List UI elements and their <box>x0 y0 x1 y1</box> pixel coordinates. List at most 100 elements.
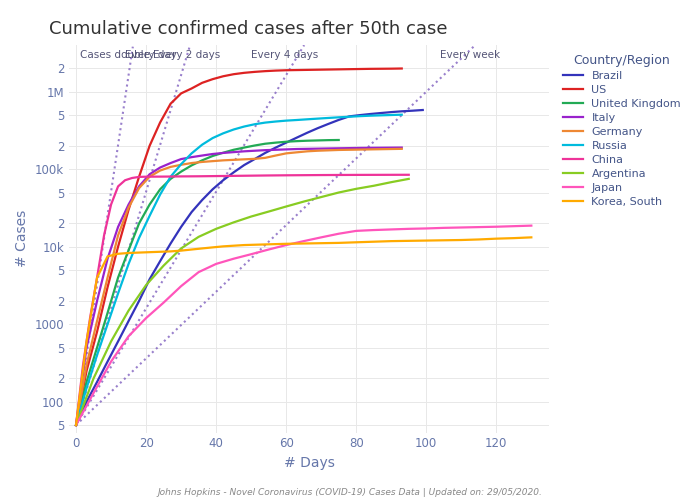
United Kingdom <box>293 138 301 144</box>
Text: Cases double:: Cases double: <box>80 50 153 59</box>
US <box>156 120 164 126</box>
Japan <box>142 315 150 321</box>
Italy <box>209 151 217 157</box>
US <box>125 206 133 212</box>
Japan <box>440 225 448 231</box>
Germany <box>104 274 112 280</box>
China <box>247 172 256 178</box>
Germany <box>156 168 164 173</box>
China <box>195 174 203 180</box>
Argentina <box>317 194 326 200</box>
Text: Every day: Every day <box>125 50 177 59</box>
United Kingdom <box>72 422 80 428</box>
Germany <box>72 422 80 428</box>
Korea, South <box>135 250 143 256</box>
China <box>163 174 172 180</box>
Russia <box>240 124 248 130</box>
Text: Every 4 days: Every 4 days <box>251 50 318 59</box>
Argentina <box>142 282 150 288</box>
Japan <box>422 226 430 232</box>
Brazil <box>345 114 354 119</box>
Line: Italy: Italy <box>76 148 402 425</box>
Korea, South <box>510 235 518 241</box>
Brazil <box>366 111 375 117</box>
US <box>114 244 122 250</box>
Russia <box>219 130 228 136</box>
Brazil <box>219 177 228 183</box>
Brazil <box>125 318 133 324</box>
Russia <box>135 235 143 241</box>
Legend: Brazil, US, United Kingdom, Italy, Germany, Russia, China, Argentina, Japan, Kor: Brazil, US, United Kingdom, Italy, Germa… <box>559 50 685 210</box>
Korea, South <box>251 242 259 248</box>
Italy <box>366 145 375 151</box>
China <box>352 172 361 178</box>
Japan <box>475 224 483 230</box>
US <box>314 66 322 72</box>
US <box>398 66 406 71</box>
China <box>142 174 150 180</box>
Russia <box>93 352 102 358</box>
Japan <box>90 390 98 396</box>
US <box>146 143 154 149</box>
Italy <box>240 148 248 154</box>
Germany <box>167 164 175 170</box>
United Kingdom <box>272 140 280 145</box>
United Kingdom <box>324 137 332 143</box>
China <box>265 172 273 178</box>
Korea, South <box>188 246 196 252</box>
Argentina <box>107 338 116 344</box>
Germany <box>93 318 102 324</box>
United Kingdom <box>188 162 196 168</box>
Brazil <box>419 107 427 113</box>
Russia <box>188 150 196 156</box>
Germany <box>345 147 354 153</box>
China <box>170 174 178 180</box>
Brazil <box>93 379 102 385</box>
United Kingdom <box>303 138 312 143</box>
Germany <box>177 162 186 168</box>
Brazil <box>324 121 332 127</box>
United Kingdom <box>156 186 164 192</box>
Korea, South <box>261 242 270 248</box>
Brazil <box>230 170 238 175</box>
Line: US: US <box>76 68 402 425</box>
China <box>149 174 158 180</box>
Russia <box>387 112 395 118</box>
Text: Johns Hopkins - Novel Coronavirus (COVID-19) Cases Data | Updated on: 29/05/2020: Johns Hopkins - Novel Coronavirus (COVID… <box>158 488 542 497</box>
Germany <box>282 150 290 156</box>
Italy <box>72 422 80 428</box>
Argentina <box>265 208 273 214</box>
Korea, South <box>156 249 164 255</box>
Line: United Kingdom: United Kingdom <box>76 140 339 425</box>
Russia <box>366 112 375 118</box>
United Kingdom <box>83 379 91 385</box>
Japan <box>195 269 203 275</box>
United Kingdom <box>104 310 112 316</box>
US <box>93 328 102 334</box>
Germany <box>230 157 238 163</box>
China <box>300 172 308 178</box>
Brazil <box>398 108 406 114</box>
Germany <box>377 146 385 152</box>
Argentina <box>247 214 256 220</box>
Text: Cumulative confirmed cases after 50th case: Cumulative confirmed cases after 50th ca… <box>49 20 447 38</box>
Korea, South <box>83 338 91 344</box>
Japan <box>492 224 500 230</box>
Line: Argentina: Argentina <box>76 179 409 425</box>
Italy <box>282 146 290 152</box>
China <box>335 172 343 178</box>
US <box>219 74 228 80</box>
Japan <box>265 246 273 252</box>
Korea, South <box>475 236 483 242</box>
Korea, South <box>230 242 238 248</box>
Text: Every 2 days: Every 2 days <box>153 50 220 59</box>
US <box>177 90 186 96</box>
Japan <box>527 222 536 228</box>
United Kingdom <box>209 153 217 159</box>
US <box>230 71 238 77</box>
Argentina <box>90 376 98 382</box>
Argentina <box>177 246 186 252</box>
Argentina <box>160 262 168 268</box>
Japan <box>72 422 80 428</box>
United Kingdom <box>314 138 322 143</box>
